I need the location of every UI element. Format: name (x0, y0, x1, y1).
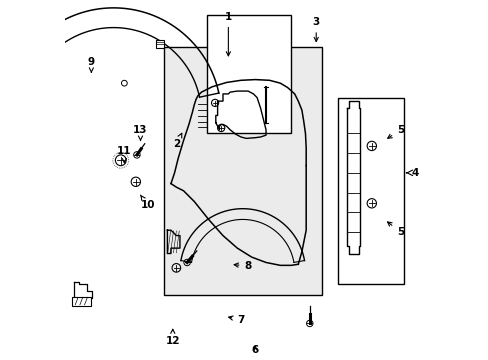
Text: 9: 9 (88, 57, 95, 72)
Text: 8: 8 (234, 261, 251, 271)
Text: 6: 6 (251, 345, 258, 355)
Bar (72, 297, 91, 306)
Text: 13: 13 (133, 125, 147, 140)
Bar (337, 98, 403, 284)
Text: 5: 5 (386, 222, 403, 237)
Text: 2: 2 (172, 133, 182, 149)
Text: 3: 3 (312, 17, 319, 41)
Text: 7: 7 (228, 315, 244, 325)
Text: 5: 5 (387, 125, 403, 138)
Text: 11: 11 (117, 146, 131, 163)
Text: 10: 10 (140, 195, 155, 210)
Bar (163, 47, 321, 295)
Text: 12: 12 (165, 329, 180, 346)
Bar (206, 15, 290, 134)
Text: 1: 1 (224, 12, 231, 56)
Bar (156, 40, 163, 48)
Text: 4: 4 (410, 168, 418, 178)
